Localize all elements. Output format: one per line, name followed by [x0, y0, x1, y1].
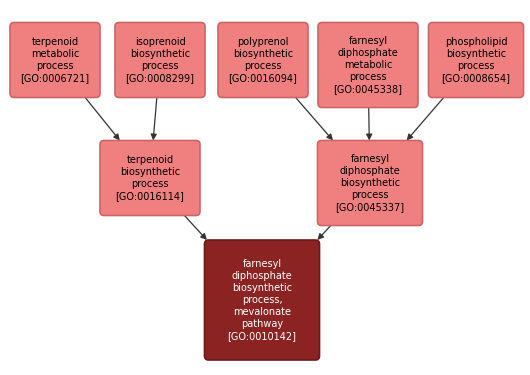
Text: terpenoid
metabolic
process
[GO:0006721]: terpenoid metabolic process [GO:0006721] — [21, 37, 90, 83]
FancyBboxPatch shape — [10, 22, 100, 98]
Text: polyprenol
biosynthetic
process
[GO:0016094]: polyprenol biosynthetic process [GO:0016… — [228, 37, 297, 83]
FancyBboxPatch shape — [100, 141, 200, 216]
FancyBboxPatch shape — [317, 141, 422, 225]
FancyBboxPatch shape — [115, 22, 205, 98]
Text: farnesyl
diphosphate
biosynthetic
process
[GO:0045337]: farnesyl diphosphate biosynthetic proces… — [335, 154, 404, 212]
Text: isoprenoid
biosynthetic
process
[GO:0008299]: isoprenoid biosynthetic process [GO:0008… — [126, 37, 195, 83]
FancyBboxPatch shape — [205, 240, 320, 360]
FancyBboxPatch shape — [428, 22, 524, 98]
FancyBboxPatch shape — [318, 22, 418, 108]
Text: farnesyl
diphosphate
metabolic
process
[GO:0045338]: farnesyl diphosphate metabolic process [… — [333, 36, 402, 94]
Text: farnesyl
diphosphate
biosynthetic
process,
mevalonate
pathway
[GO:0010142]: farnesyl diphosphate biosynthetic proces… — [227, 259, 296, 341]
Text: phospholipid
biosynthetic
process
[GO:0008654]: phospholipid biosynthetic process [GO:00… — [441, 37, 510, 83]
FancyBboxPatch shape — [218, 22, 308, 98]
Text: terpenoid
biosynthetic
process
[GO:0016114]: terpenoid biosynthetic process [GO:00161… — [116, 155, 184, 201]
